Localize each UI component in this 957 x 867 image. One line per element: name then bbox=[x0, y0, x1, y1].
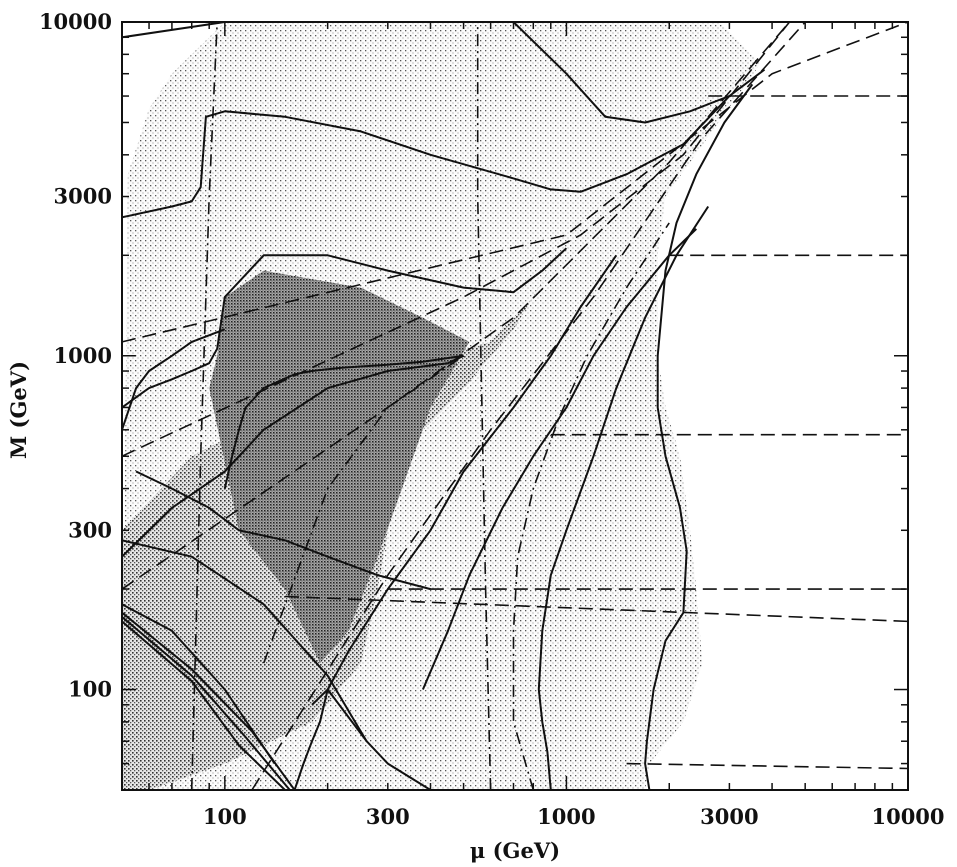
y-tick-label: 1000 bbox=[54, 343, 112, 368]
contour-line-12 bbox=[135, 470, 431, 591]
contour-line-28 bbox=[512, 222, 670, 790]
contour-line-8 bbox=[537, 205, 710, 790]
contour-line-3 bbox=[122, 247, 568, 409]
y-tick-label: 100 bbox=[68, 677, 112, 702]
contour-line-14 bbox=[122, 603, 276, 765]
axis-ticks bbox=[121, 21, 909, 791]
y-tick-label: 3000 bbox=[54, 184, 112, 209]
contour-curves bbox=[122, 22, 908, 790]
y-tick-label: 300 bbox=[68, 517, 112, 542]
x-tick-label: 3000 bbox=[700, 804, 758, 829]
contour-line-9 bbox=[644, 83, 754, 790]
contour-line-30 bbox=[190, 22, 218, 790]
contour-line-20 bbox=[122, 22, 791, 590]
contour-line-21 bbox=[251, 22, 806, 790]
contour-line-1 bbox=[122, 22, 730, 124]
plot-frame bbox=[121, 21, 909, 791]
contour-line-27 bbox=[626, 762, 908, 770]
contour-line-29 bbox=[476, 22, 492, 790]
contour-line-4 bbox=[122, 328, 226, 431]
contour-line-6 bbox=[223, 354, 464, 489]
x-tick-labels: 100 300 1000 3000 10000 bbox=[203, 804, 945, 829]
x-tick-label: 300 bbox=[366, 804, 410, 829]
contour-line-17 bbox=[122, 620, 286, 790]
contour-line-19 bbox=[122, 22, 791, 457]
x-tick-label: 1000 bbox=[537, 804, 595, 829]
x-axis-label: μ (GeV) bbox=[470, 838, 560, 863]
x-tick-label: 100 bbox=[203, 804, 247, 829]
shaded-regions bbox=[122, 22, 761, 790]
y-tick-label: 10000 bbox=[39, 9, 112, 34]
contour-line-13 bbox=[122, 539, 368, 742]
contour-line-2 bbox=[122, 68, 766, 219]
y-axis-label: M (GeV) bbox=[6, 361, 31, 459]
contour-line-5 bbox=[122, 354, 465, 558]
x-tick-label: 10000 bbox=[871, 804, 944, 829]
contour-line-15 bbox=[122, 611, 296, 790]
y-tick-labels: 100 300 1000 3000 10000 bbox=[39, 9, 112, 702]
